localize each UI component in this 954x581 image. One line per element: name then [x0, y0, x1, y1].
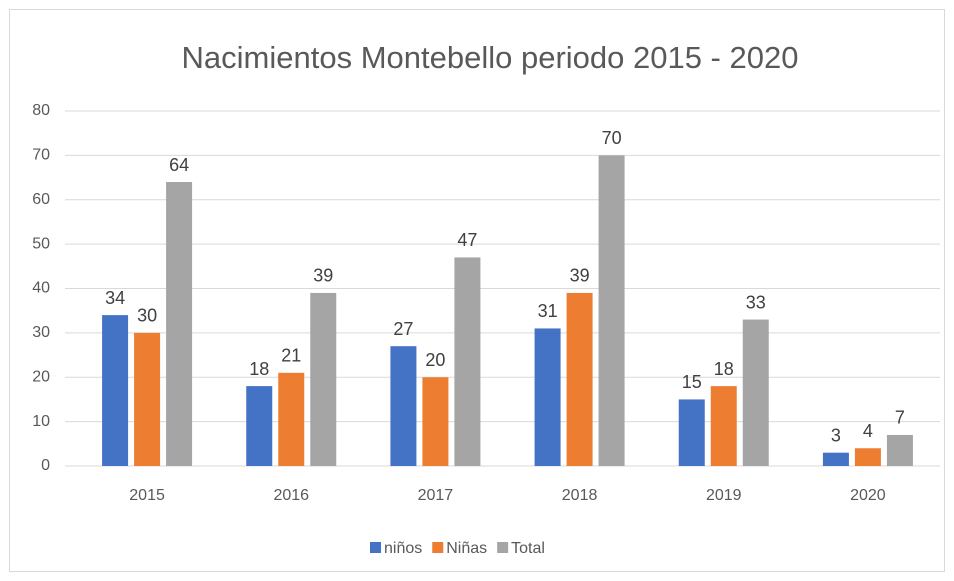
bar: [134, 332, 161, 466]
data-label: 30: [137, 306, 157, 326]
data-label: 34: [105, 288, 125, 308]
bar: [166, 182, 193, 466]
data-label: 3: [831, 425, 841, 445]
data-label: 18: [714, 359, 734, 379]
y-tick-label: 80: [32, 102, 50, 119]
y-tick-label: 60: [32, 191, 50, 208]
bar: [598, 155, 625, 466]
y-tick-label: 10: [32, 413, 50, 430]
bar: [102, 315, 129, 466]
data-label: 31: [538, 301, 558, 321]
bar: [454, 257, 481, 466]
legend-swatch: [432, 542, 444, 553]
x-tick-label: 2015: [129, 487, 165, 504]
bar: [534, 328, 561, 466]
data-label: 70: [602, 128, 622, 148]
bar: [390, 346, 417, 466]
x-tick-label: 2018: [562, 487, 598, 504]
bar: [422, 377, 449, 466]
data-label: 15: [682, 372, 702, 392]
legend-label: niños: [384, 540, 422, 557]
legend-label: Total: [511, 540, 545, 557]
bar: [246, 386, 273, 466]
y-tick-label: 40: [32, 280, 50, 297]
x-tick-label: 2020: [850, 487, 886, 504]
y-tick-label: 70: [32, 147, 50, 164]
bar: [742, 319, 769, 466]
chart-title: Nacimientos Montebello periodo 2015 - 20…: [182, 40, 799, 75]
y-tick-label: 30: [32, 324, 50, 341]
bar: [822, 452, 849, 466]
data-label: 18: [249, 359, 269, 379]
data-label: 47: [457, 230, 477, 250]
y-tick-label: 50: [32, 235, 50, 252]
legend-label: Niñas: [446, 540, 487, 557]
data-label: 27: [393, 319, 413, 339]
data-label: 33: [746, 292, 766, 312]
bar: [278, 372, 305, 466]
data-label: 64: [169, 155, 189, 175]
bar: [886, 434, 913, 466]
data-label: 21: [281, 346, 301, 366]
x-tick-label: 2019: [706, 487, 742, 504]
bar: [678, 399, 705, 466]
data-label: 7: [895, 408, 905, 428]
data-label: 39: [570, 266, 590, 286]
x-tick-label: 2016: [273, 487, 309, 504]
y-tick-label: 20: [32, 368, 50, 385]
bar: [710, 386, 737, 466]
legend-swatch: [370, 542, 381, 553]
legend-swatch: [497, 542, 509, 553]
bar: [310, 292, 337, 466]
bar: [566, 292, 593, 466]
data-label: 39: [313, 266, 333, 286]
data-label: 20: [425, 350, 445, 370]
y-tick-label: 0: [41, 457, 50, 474]
bar: [854, 448, 881, 466]
x-tick-label: 2017: [418, 487, 454, 504]
data-label: 4: [863, 421, 873, 441]
